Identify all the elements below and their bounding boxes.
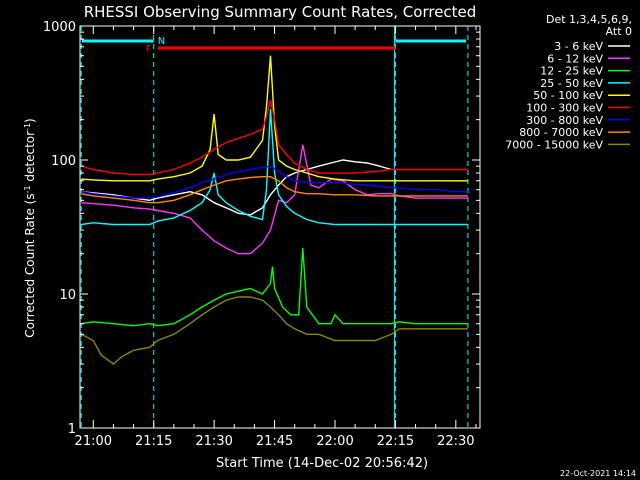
flare-label: F <box>146 44 152 55</box>
footer-timestamp: 22-Oct-2021 14:14 <box>560 469 636 478</box>
series-line <box>81 159 392 216</box>
legend-entry-label: 800 - 7000 keV <box>519 126 603 139</box>
y-axis-label-part: -1 <box>23 185 32 193</box>
y-tick-label: 1000 <box>43 20 76 35</box>
chart-title: RHESSI Observing Summary Count Rates, Co… <box>84 3 477 21</box>
y-axis-label: Corrected Count Rate (s-1 detector-1) <box>23 118 38 337</box>
x-axis-label: Start Time (14-Dec-02 20:56:42) <box>216 456 428 471</box>
x-tick-label: 21:00 <box>75 434 112 449</box>
series-line <box>81 99 468 176</box>
legend-entry-label: 7000 - 15000 keV <box>505 138 603 151</box>
y-axis-label-part: ) <box>23 118 37 123</box>
series-line <box>81 55 468 182</box>
x-tick-label: 22:15 <box>377 434 414 449</box>
series-line <box>81 175 468 204</box>
legend-entry-label: 25 - 50 keV <box>540 77 603 90</box>
x-tick-label: 22:30 <box>437 434 474 449</box>
series-line <box>81 248 468 327</box>
y-axis-label-part: Corrected Count Rate (s <box>23 193 37 337</box>
x-tick-label: 21:15 <box>135 434 172 449</box>
y-axis-label-part: detector <box>23 131 37 186</box>
x-tick-label: 21:45 <box>256 434 293 449</box>
legend-header: Det 1,3,4,5,6,9, <box>546 13 632 26</box>
legend-entry-label: 12 - 25 keV <box>540 65 603 78</box>
x-tick-label: 21:30 <box>195 434 232 449</box>
series-line <box>81 144 468 255</box>
plot-frame <box>79 25 481 429</box>
night-label: N <box>158 36 165 47</box>
axes: 1 10 100 1000 21:00 21:15 21:30 21:45 22:00 22:15… <box>43 20 481 449</box>
series-line <box>81 165 468 199</box>
series-line <box>80 296 468 366</box>
legend-entry-label: 50 - 100 keV <box>533 89 603 102</box>
legend-entry-label: 100 - 300 keV <box>526 102 603 115</box>
x-tick-label: 22:00 <box>316 434 353 449</box>
y-tick-label: 100 <box>51 154 76 169</box>
y-tick-label: 1 <box>68 422 76 437</box>
legend-entry-label: 3 - 6 keV <box>554 40 603 53</box>
legend-entry-label: 300 - 800 keV <box>526 114 603 127</box>
legend-entry-label: 6 - 12 keV <box>547 52 603 65</box>
y-tick-label: 10 <box>59 288 76 303</box>
series-line <box>81 109 468 226</box>
y-axis-label-part: -1 <box>23 123 32 131</box>
plot-area: NF <box>80 26 469 428</box>
legend-header: Att 0 <box>606 25 632 38</box>
